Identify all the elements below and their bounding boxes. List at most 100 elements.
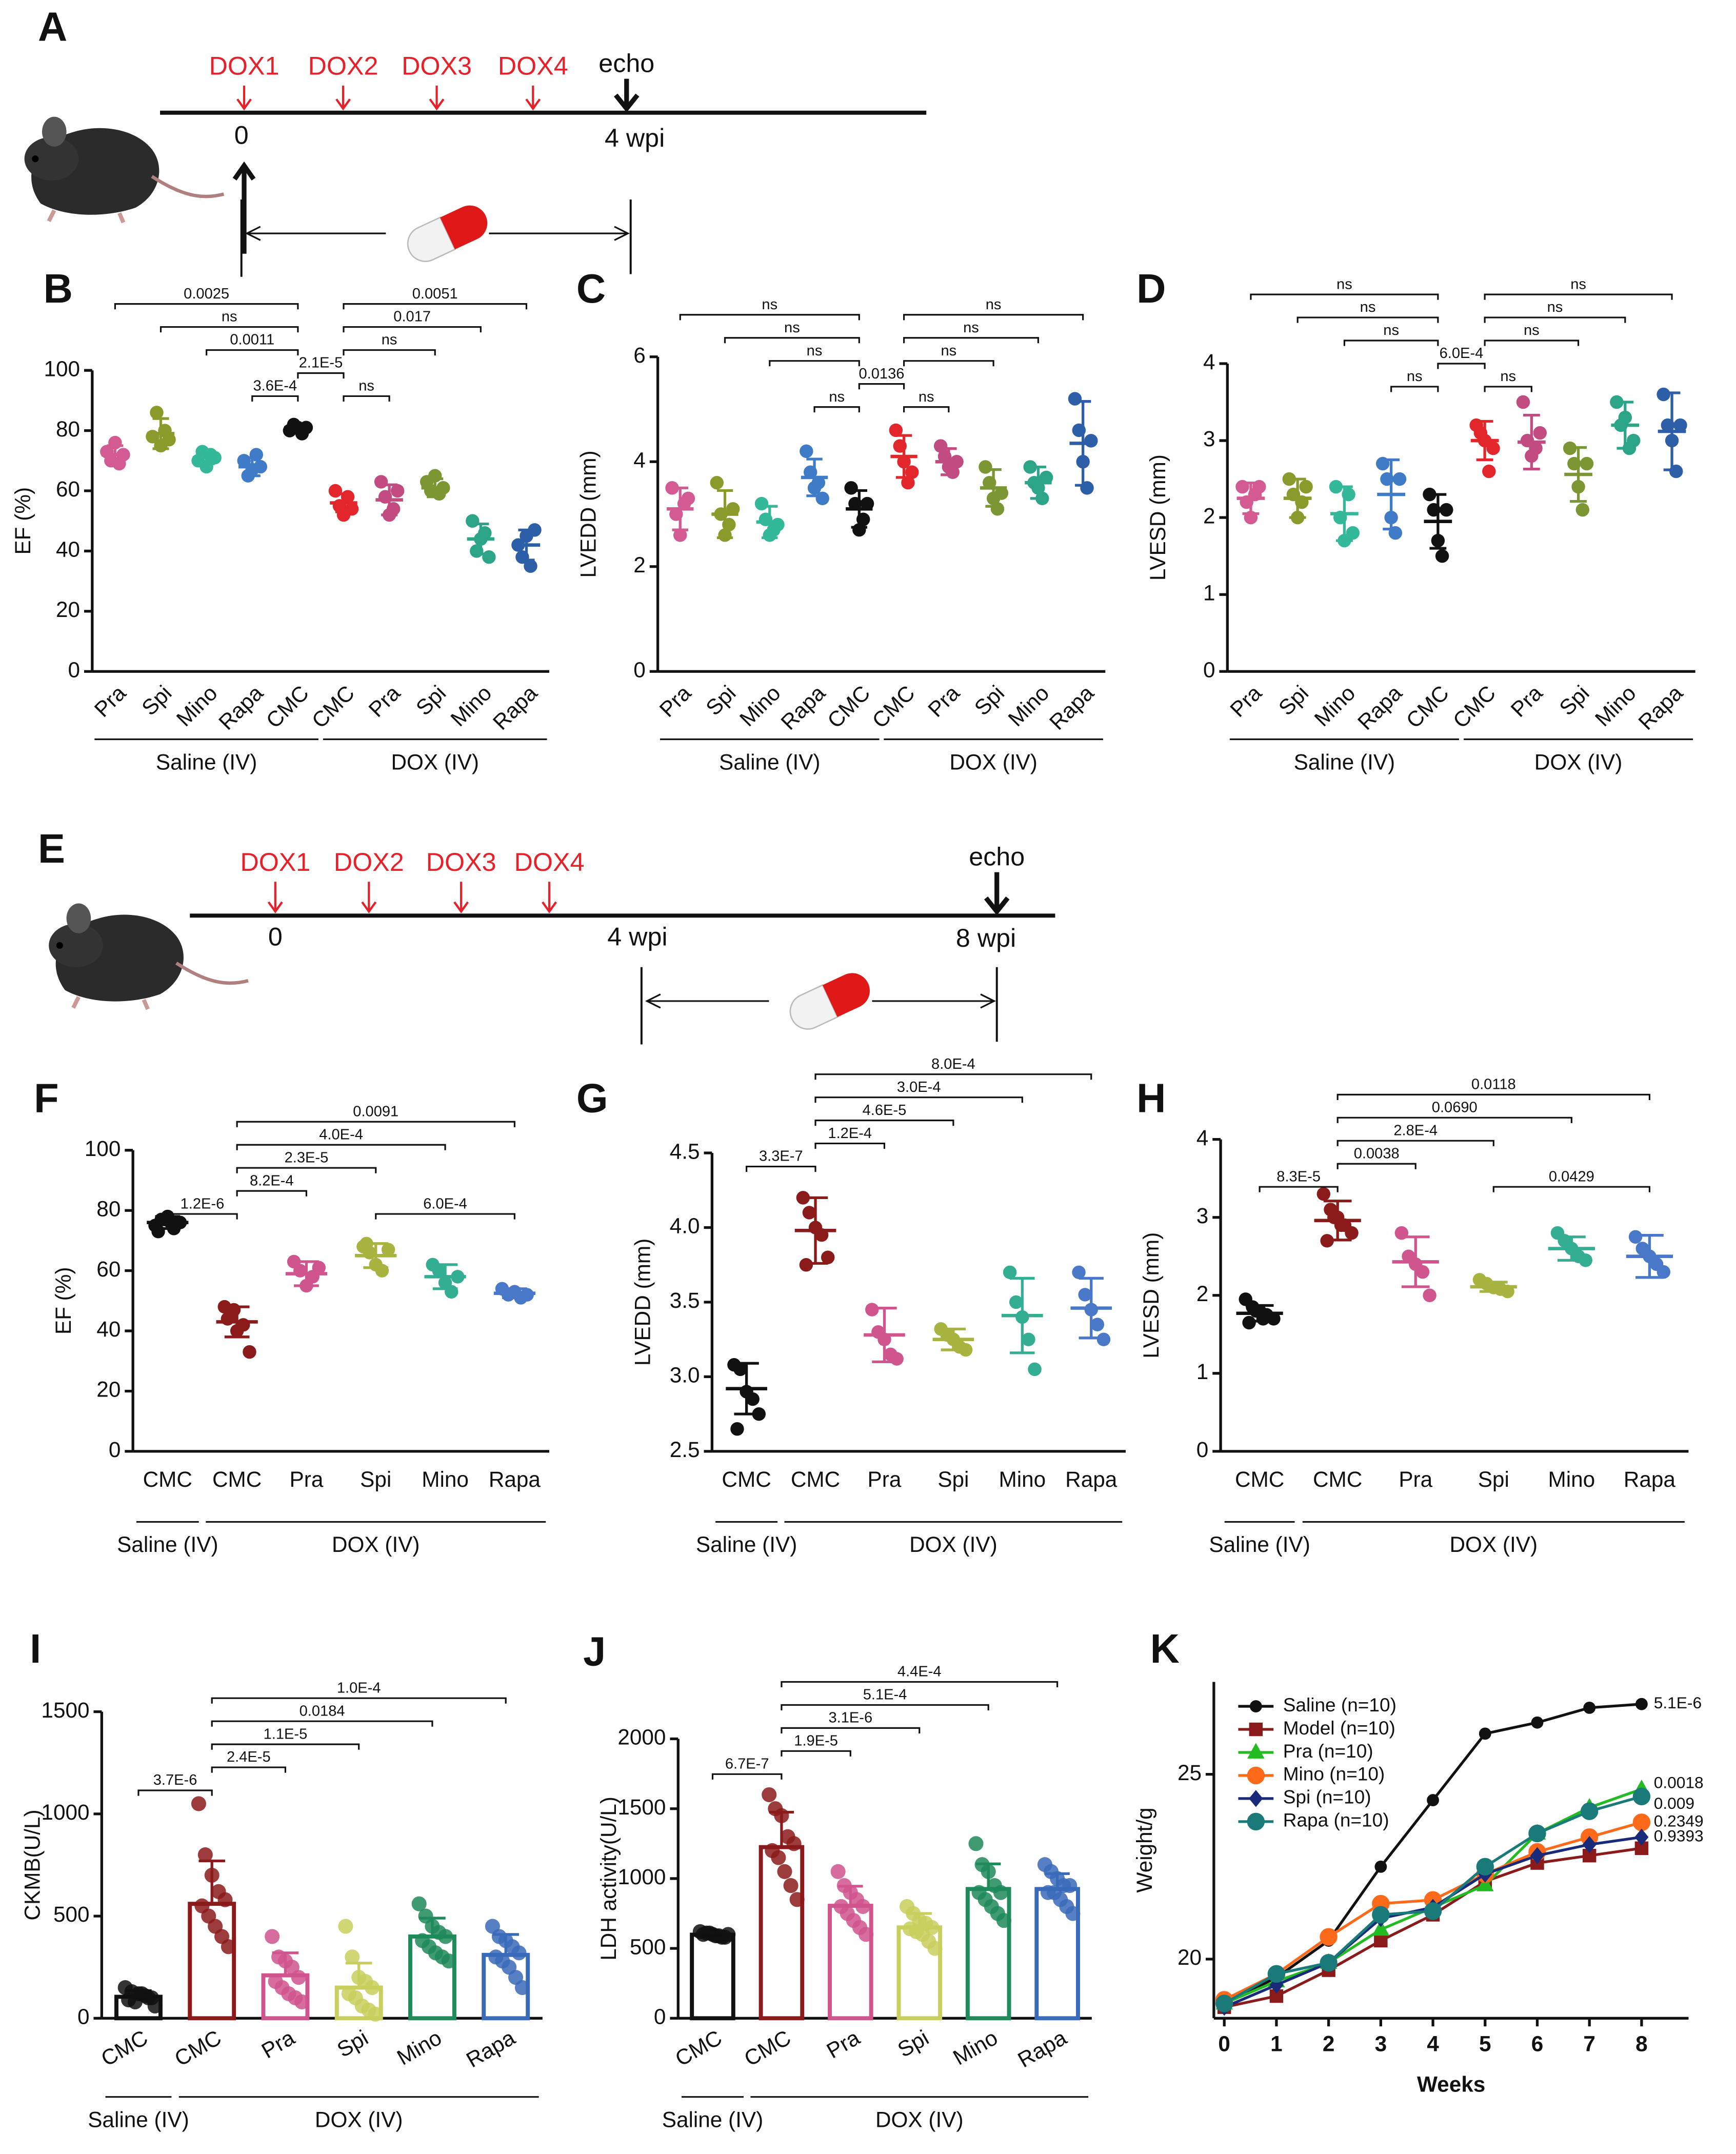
- x-tick-label: Pra: [655, 681, 696, 722]
- x-tick-label: Spi: [333, 2025, 372, 2062]
- x-tick-label: Spi: [937, 1467, 969, 1491]
- data-point: [364, 1980, 380, 1996]
- data-point: [1580, 456, 1594, 471]
- x-tick-label: Rapa: [214, 681, 268, 734]
- x-tick-label: 4: [1427, 2031, 1439, 2056]
- data-point: [994, 486, 1009, 500]
- error-bar: [769, 1810, 794, 1847]
- data-point: [865, 1303, 879, 1317]
- significance-bracket: [343, 303, 528, 310]
- p-value: 3.0E-4: [897, 1079, 941, 1095]
- x-tick-label: CMC: [307, 681, 359, 732]
- data-point: [799, 1258, 813, 1272]
- y-tick-label: 40: [96, 1317, 121, 1341]
- data-point: [830, 1864, 846, 1879]
- significance-bracket: [814, 1096, 1023, 1103]
- data-point: [754, 496, 769, 511]
- data-point: [730, 1422, 744, 1436]
- y-tick-label: 4: [633, 448, 646, 472]
- y-axis-title: EF (%): [51, 1267, 75, 1335]
- data-point: [889, 423, 903, 437]
- data-point: [993, 1885, 1008, 1900]
- x-tick-label: Spi: [360, 1467, 391, 1491]
- group-label: Saline (IV): [662, 2107, 763, 2131]
- data-point: [1009, 1295, 1023, 1309]
- significance-bracket: [814, 1142, 886, 1149]
- group-label: Saline (IV): [1209, 1532, 1310, 1557]
- data-point: [890, 1352, 904, 1366]
- p-value: 5.1E-4: [863, 1687, 907, 1703]
- data-point: [150, 406, 164, 420]
- p-value: ns: [1336, 276, 1352, 292]
- significance-bracket: [1336, 1140, 1494, 1146]
- mouse-illustration: [25, 117, 224, 223]
- y-axis-title: Weight/g: [1132, 1807, 1156, 1892]
- data-point: [1482, 464, 1496, 478]
- p-value: 0.0429: [1549, 1168, 1594, 1185]
- significance-bracket: [903, 314, 1084, 321]
- data-point: [197, 1847, 213, 1863]
- x-tick-label: Mino: [1003, 681, 1053, 731]
- data-point: [1476, 1876, 1494, 1891]
- panel-label: G: [576, 1075, 608, 1121]
- p-value: 8.2E-4: [250, 1172, 294, 1189]
- x-tick-label: CMC: [170, 2025, 225, 2071]
- x-tick-label: Mino: [422, 1467, 469, 1491]
- data-point: [1028, 1362, 1042, 1377]
- data-point: [860, 496, 874, 511]
- treatment-span: [245, 226, 630, 241]
- y-tick-label: 2000: [617, 1725, 666, 1749]
- data-point: [1583, 1702, 1596, 1714]
- panel-label: K: [1150, 1626, 1180, 1671]
- significance-bracket: [1492, 1186, 1650, 1192]
- data-point: [1078, 1288, 1092, 1302]
- legend-label: Rapa (n=10): [1283, 1809, 1389, 1831]
- group-label: DOX (IV): [1450, 1532, 1538, 1557]
- y-tick-label: 2: [1203, 504, 1215, 528]
- x-tick-label: Pra: [1225, 681, 1266, 722]
- legend-marker: [1247, 1766, 1265, 1785]
- p-value: 0.0690: [1432, 1100, 1478, 1116]
- dose-arrow: [335, 85, 351, 111]
- y-axis-title: LDH activity(U/L): [596, 1797, 621, 1961]
- data-point: [374, 475, 388, 489]
- significance-bracket: [137, 1789, 213, 1796]
- x-tick-label: Rapa: [462, 2025, 519, 2072]
- legend-marker: [1247, 1812, 1265, 1831]
- y-tick-label: 100: [44, 356, 80, 381]
- significance-bracket: [1484, 386, 1532, 392]
- data-point: [802, 1206, 816, 1220]
- p-value: 4.6E-5: [863, 1102, 907, 1119]
- x-tick-label: Rapa: [1045, 681, 1099, 734]
- data-point: [1242, 1315, 1256, 1330]
- data-point: [681, 491, 695, 506]
- data-point: [151, 1225, 165, 1239]
- significance-bracket: [1250, 293, 1439, 300]
- legend-marker: [1247, 1743, 1265, 1759]
- p-value: 0.0184: [300, 1703, 345, 1719]
- significance-bracket: [236, 1167, 377, 1173]
- x-tick-label: Pra: [1506, 681, 1547, 722]
- p-value: 2.1E-5: [299, 355, 343, 371]
- y-axis-title: EF (%): [11, 487, 35, 555]
- data-point: [328, 484, 343, 498]
- dose-arrow: [453, 882, 469, 914]
- significance-bracket: [781, 1750, 851, 1757]
- p-value: 0.0118: [1471, 1076, 1516, 1093]
- error-bar: [345, 1962, 372, 1988]
- data-point: [1533, 426, 1547, 440]
- data-point: [1096, 1332, 1111, 1346]
- y-axis-title: LVEDD (mm): [630, 1239, 654, 1366]
- y-tick-label: 0: [77, 2004, 90, 2028]
- y-tick-label: 40: [56, 537, 80, 562]
- group-label: DOX (IV): [391, 750, 479, 774]
- dose-label: DOX2: [334, 848, 404, 876]
- x-tick-label: CMC: [1313, 1467, 1362, 1491]
- y-axis-title: LVESD (mm): [1146, 454, 1170, 581]
- p-value: 0.0091: [353, 1103, 398, 1120]
- data-point: [1320, 1954, 1338, 1972]
- data-point: [411, 1896, 427, 1911]
- data-point: [786, 1836, 802, 1851]
- dose-arrow: [429, 85, 445, 111]
